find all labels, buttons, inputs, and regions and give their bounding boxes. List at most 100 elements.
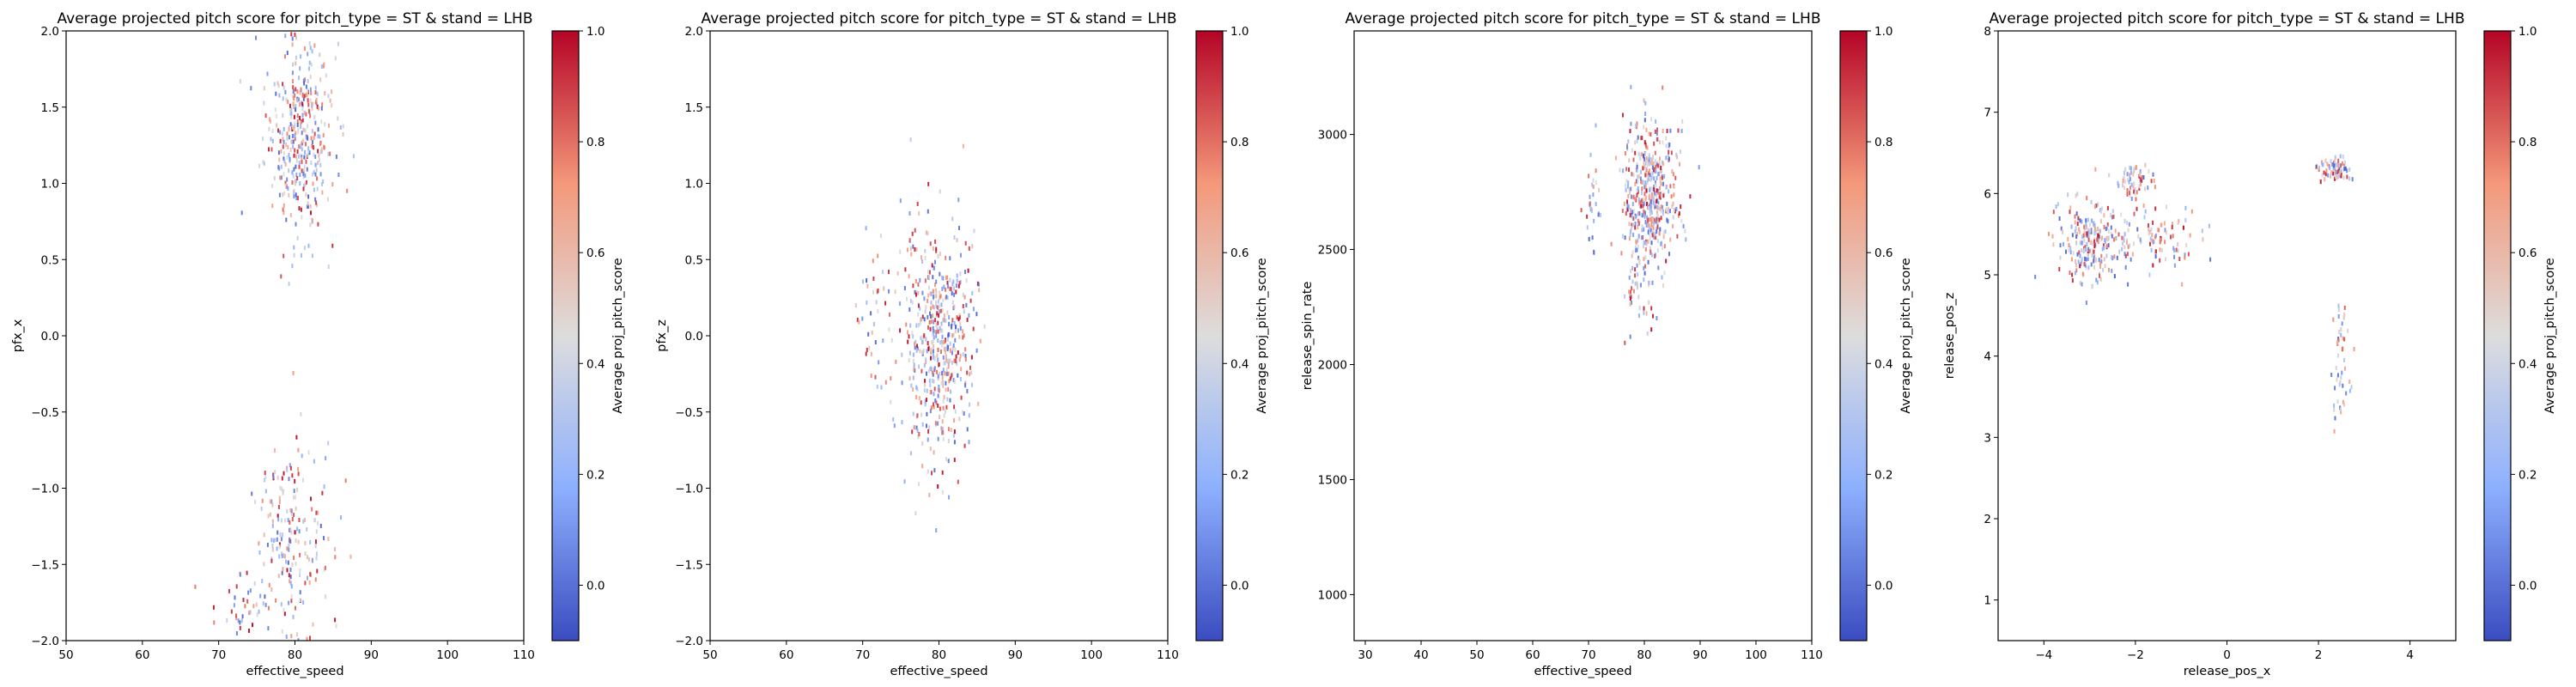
data-point — [2335, 174, 2337, 179]
data-point — [927, 429, 930, 434]
data-point — [2334, 386, 2336, 391]
data-point — [315, 203, 318, 208]
data-point — [279, 485, 282, 490]
data-point — [311, 172, 313, 177]
data-point — [1661, 209, 1663, 214]
data-point — [918, 396, 920, 401]
data-point — [972, 307, 975, 312]
data-point — [975, 348, 978, 353]
data-point — [921, 259, 923, 264]
data-point — [2104, 264, 2106, 269]
data-point — [951, 282, 954, 287]
data-point — [1635, 240, 1637, 245]
x-tick-label: 40 — [1413, 648, 1428, 662]
data-point — [1644, 184, 1647, 189]
data-point — [2133, 211, 2136, 216]
data-point — [302, 168, 305, 173]
data-point — [923, 387, 926, 392]
data-point — [1660, 241, 1662, 246]
data-point — [2333, 403, 2336, 408]
x-tick-label: 100 — [1745, 648, 1767, 662]
data-point — [250, 86, 252, 91]
data-point — [883, 286, 885, 291]
data-point — [951, 333, 954, 338]
data-point — [939, 340, 942, 345]
data-point — [2338, 166, 2341, 171]
data-point — [292, 371, 295, 375]
data-point — [276, 652, 278, 656]
data-points — [194, 32, 355, 656]
data-point — [1669, 128, 1672, 133]
data-point — [1649, 235, 1651, 240]
data-point — [258, 609, 260, 614]
data-point — [1656, 210, 1658, 216]
data-point — [2347, 328, 2349, 333]
data-point — [956, 315, 958, 320]
data-point — [2099, 264, 2101, 269]
data-point — [298, 164, 301, 169]
data-point — [929, 447, 932, 451]
data-point — [2072, 251, 2075, 256]
data-point — [1652, 217, 1655, 222]
data-point — [2334, 176, 2336, 181]
data-point — [2148, 169, 2150, 173]
data-point — [2069, 250, 2072, 255]
data-point — [937, 421, 939, 426]
data-point — [262, 601, 264, 606]
colorbar-label: Average proj_pitch_score — [1899, 258, 1913, 414]
data-point — [2116, 255, 2118, 260]
data-point — [918, 482, 920, 487]
data-point — [962, 352, 964, 357]
data-point — [939, 294, 942, 299]
data-point — [317, 222, 319, 227]
data-point — [917, 346, 919, 351]
data-point — [1631, 172, 1633, 177]
data-point — [319, 172, 322, 177]
y-tick-label: −1.5 — [31, 558, 59, 572]
data-point — [933, 404, 935, 410]
data-point — [294, 121, 296, 126]
data-point — [280, 602, 283, 607]
data-point — [286, 131, 289, 137]
data-point — [1659, 192, 1662, 197]
data-point — [2094, 167, 2097, 172]
data-point — [283, 210, 285, 216]
data-point — [2075, 268, 2078, 273]
data-point — [1656, 137, 1659, 142]
data-point — [239, 625, 241, 630]
data-point — [2067, 237, 2069, 241]
data-point — [937, 329, 939, 334]
data-point — [870, 311, 872, 316]
data-point — [933, 305, 935, 310]
data-point — [951, 346, 954, 351]
data-point — [269, 117, 270, 122]
data-point — [899, 249, 902, 254]
x-tick-label: 50 — [1469, 648, 1484, 662]
data-point — [1643, 140, 1646, 145]
data-point — [2069, 210, 2071, 215]
data-point — [310, 62, 313, 67]
data-point — [309, 204, 312, 209]
data-point — [297, 539, 300, 544]
y-tick-label: 0.5 — [685, 253, 703, 267]
data-point — [907, 330, 908, 335]
data-point — [1624, 183, 1626, 188]
data-point — [971, 382, 973, 387]
data-point — [1652, 155, 1654, 160]
data-point — [2334, 155, 2336, 160]
data-point — [2069, 271, 2071, 276]
data-point — [298, 76, 301, 81]
data-point — [949, 348, 951, 353]
data-point — [1662, 160, 1663, 165]
data-point — [291, 562, 294, 568]
data-point — [1656, 216, 1659, 222]
data-point — [2117, 183, 2120, 188]
y-tick-label: 1500 — [1318, 473, 1347, 487]
data-point — [866, 348, 868, 352]
data-point — [1648, 131, 1650, 137]
data-point — [2164, 228, 2166, 233]
data-point — [319, 52, 321, 58]
data-point — [2173, 263, 2176, 268]
data-point — [302, 477, 304, 483]
